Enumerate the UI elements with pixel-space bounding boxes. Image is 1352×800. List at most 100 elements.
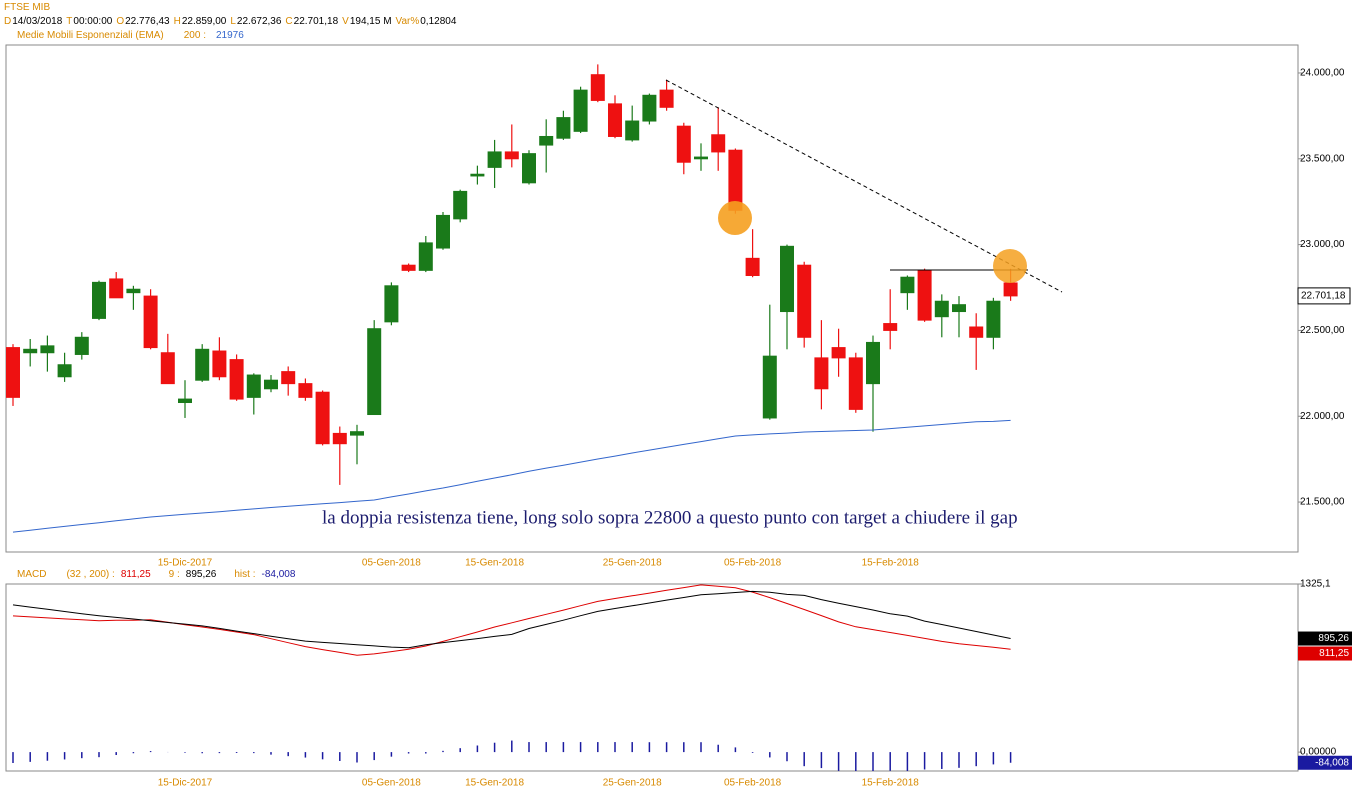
candle-body [608,103,622,137]
field-key: C [285,16,293,27]
field-key: Var% [395,16,420,27]
candle-body [384,285,399,323]
candle-body [659,89,674,108]
y-tick-label: 0,00000 [1300,747,1337,758]
candle-body [814,357,829,390]
candle-body [74,336,89,355]
value-tag [1298,631,1352,646]
candle-body [745,257,760,277]
y-tick-label: 23.000,00 [1300,239,1345,250]
x-tick-label: 15-Feb-2018 [862,558,920,569]
legend-value: 811,25 [120,569,151,580]
price-panel [5,44,1299,553]
candle-body [590,74,605,101]
candle-body [401,264,416,271]
candle-body [143,295,158,349]
candle-body [470,173,485,177]
y-tick-label: 22.000,00 [1300,411,1345,422]
x-tick-label: 25-Gen-2018 [603,558,662,569]
legend-name: (32 , 200) : [66,569,115,580]
candle-body [676,125,691,163]
legend-value: -84,008 [261,569,296,580]
candle-body [6,347,20,398]
candle-body [969,326,984,338]
candle-body [246,374,261,398]
candle-body [40,345,55,354]
candle-body [92,281,106,319]
highlight-circle [993,249,1027,283]
candle-body [1003,282,1018,297]
field-value: 22.672,36 [236,16,282,27]
legend-value: 895,26 [185,569,217,580]
candle-body [711,134,726,153]
candle-body [642,94,657,122]
candle-body [625,120,640,141]
value-tag [1298,646,1352,661]
value-tag-label: -84,008 [1315,757,1349,768]
candle-body [780,245,794,313]
x-tick-label: 15-Gen-2018 [465,558,524,569]
value-tag-label: 811,25 [1319,648,1349,659]
candle-body [436,214,450,249]
ohlc-row: D 14/03/2018 T 00:00:00 O 22.776,43 H 22.859,00… [4,16,459,27]
x-tick-label: 05-Feb-2018 [724,558,782,569]
candle-body [281,371,296,385]
candle-body [229,359,244,400]
candle-body [453,190,468,220]
field-value: 00:00:00 [73,16,113,27]
field-value: 14/03/2018 [12,16,63,27]
field-value: 194,15 M [349,16,392,27]
candle-body [195,348,210,381]
candle-body [160,352,175,385]
x-tick-label: 15-Gen-2018 [465,778,524,789]
candle-body [573,89,588,132]
x-tick-label: 25-Gen-2018 [603,778,662,789]
candle-body [212,350,227,378]
field-key: V [342,16,349,27]
candle-body [332,432,347,445]
field-value: 22.776,43 [125,16,170,27]
field-key: L [230,16,236,27]
candle-body [900,276,915,294]
x-tick-label: 05-Feb-2018 [724,778,782,789]
field-key: O [116,16,125,27]
candle-body [367,328,382,416]
candle-body [109,278,124,299]
candle-body [694,156,708,160]
candle-body [556,117,571,139]
candle-body [504,151,519,160]
candle-body [917,269,932,321]
macd-line [12,590,1011,649]
x-tick-label: 15-Dic-2017 [158,778,213,789]
ema-name: Medie Mobili Esponenziali (EMA) [17,30,164,41]
x-tick-label: 05-Gen-2018 [362,778,421,789]
annotation: la doppia resistenza tiene, long solo so… [322,507,1018,528]
y-tick-label: 21.500,00 [1300,497,1345,508]
candle-body [315,391,330,445]
value-tag [1298,755,1352,770]
macd-legend: MACD (32 , 200) : 811,25 9 : 895,26 hist : -8… [17,569,307,580]
candle-body [952,304,966,313]
value-tag-label: 895,26 [1318,633,1349,644]
x-tick-label: 15-Dic-2017 [158,558,213,569]
last-price-tag [1297,287,1351,305]
symbol: FTSE MIB [4,2,51,13]
candle-body [848,357,863,410]
candle-body [866,341,880,385]
y-tick-label: 24.000,00 [1300,68,1345,79]
legend-name: 9 : [168,569,180,580]
candle-body [487,151,502,168]
x-tick-label: 15-Feb-2018 [862,778,920,789]
symbol-row: FTSE MIB [4,2,50,13]
candle-body [57,364,72,378]
field-value: 22.701,18 [293,16,339,27]
candle-body [522,153,536,184]
x-tick-label: 05-Gen-2018 [362,558,421,569]
highlight-circle [718,201,752,235]
candle-body [23,348,38,354]
candle-body [883,323,898,331]
candle-body [418,242,433,271]
ema-legend: Medie Mobili Esponenziali (EMA) 200 : 21… [17,30,244,41]
